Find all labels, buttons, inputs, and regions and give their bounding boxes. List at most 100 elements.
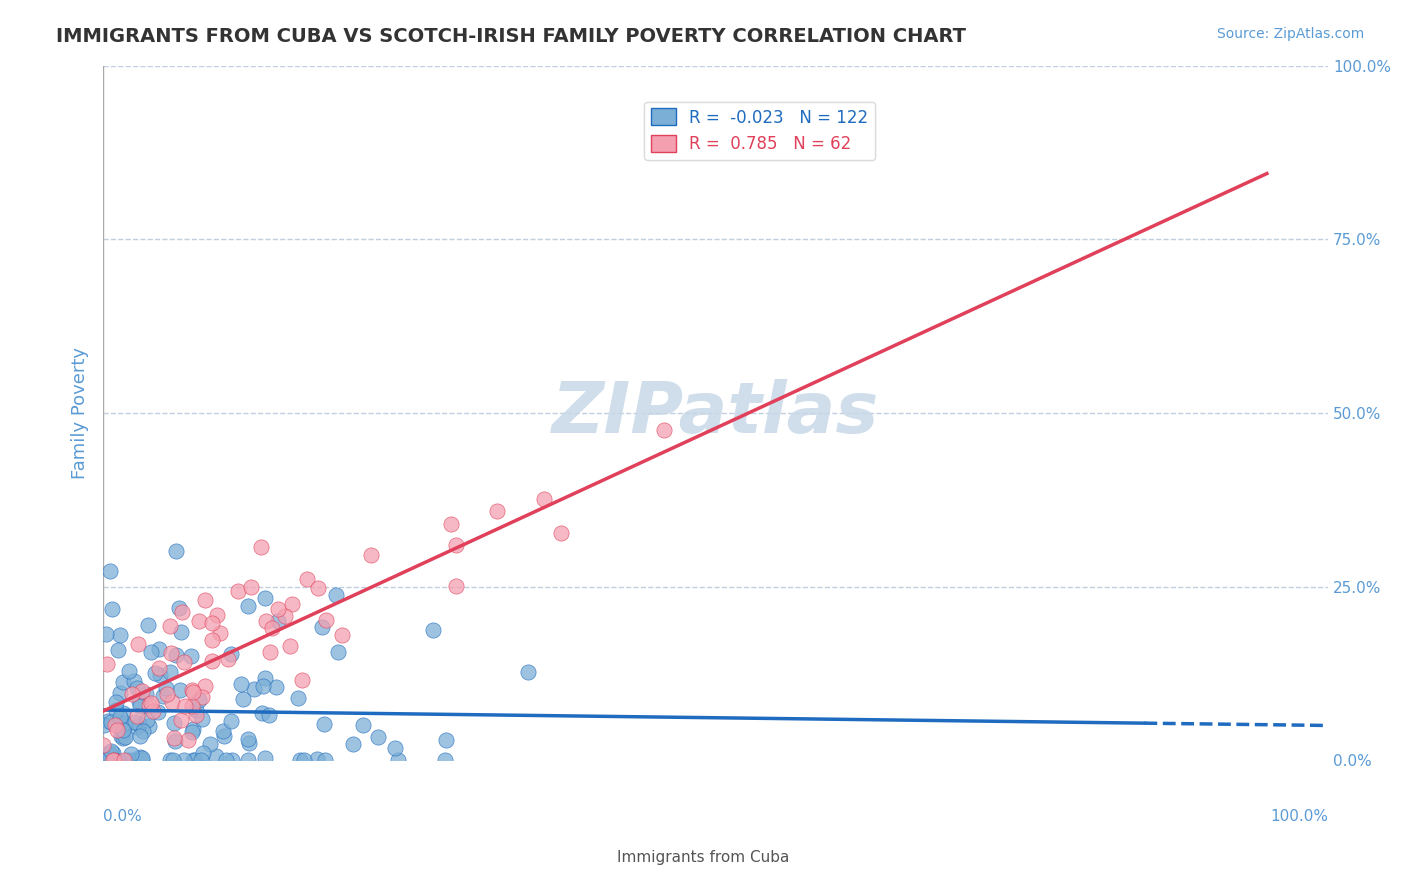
Point	[173, 698, 195, 713]
Point	[311, 620, 333, 634]
Point	[325, 588, 347, 602]
Point	[221, 753, 243, 767]
Point	[314, 753, 336, 767]
Point	[104, 718, 127, 732]
Point	[122, 674, 145, 689]
Point	[117, 665, 139, 679]
Point	[281, 597, 304, 611]
Point	[97, 753, 120, 767]
Point	[114, 716, 136, 731]
Point	[219, 647, 242, 661]
Point	[112, 723, 135, 737]
Point	[105, 723, 128, 737]
Point	[104, 753, 127, 767]
Point	[212, 730, 235, 744]
Point	[264, 680, 287, 694]
Point	[236, 732, 259, 747]
Point	[111, 675, 134, 690]
Point	[94, 753, 117, 767]
Point	[98, 564, 121, 578]
Point	[159, 619, 181, 633]
Point	[259, 645, 281, 659]
Point	[125, 720, 148, 734]
Point	[201, 633, 224, 648]
Point	[253, 591, 276, 606]
Point	[173, 655, 195, 669]
Point	[217, 652, 239, 666]
Point	[253, 671, 276, 685]
Point	[238, 736, 260, 750]
Point	[170, 605, 193, 619]
Point	[208, 625, 231, 640]
Point	[446, 579, 468, 593]
Point	[191, 746, 214, 760]
Point	[120, 747, 142, 761]
Point	[100, 753, 122, 767]
Point	[194, 593, 217, 607]
Point	[93, 718, 115, 732]
Point	[139, 697, 162, 711]
Point	[181, 723, 204, 737]
Point	[135, 688, 157, 702]
Point	[201, 616, 224, 631]
Point	[108, 628, 131, 642]
Point	[167, 600, 190, 615]
Point	[128, 750, 150, 764]
Point	[100, 715, 122, 730]
Point	[162, 731, 184, 745]
Point	[332, 628, 354, 642]
Point	[173, 753, 195, 767]
Point	[135, 713, 157, 727]
Point	[112, 731, 135, 745]
Point	[114, 718, 136, 732]
Point	[98, 746, 121, 760]
Text: Source: ZipAtlas.com: Source: ZipAtlas.com	[1216, 27, 1364, 41]
Point	[96, 753, 118, 767]
Point	[160, 646, 183, 660]
Point	[148, 642, 170, 657]
Point	[221, 714, 243, 729]
Point	[107, 643, 129, 657]
Point	[187, 693, 209, 707]
Point	[103, 753, 125, 767]
Point	[108, 686, 131, 700]
Point	[250, 706, 273, 720]
Point	[148, 661, 170, 675]
Point	[550, 525, 572, 540]
Point	[160, 695, 183, 709]
Point	[103, 746, 125, 760]
Point	[387, 753, 409, 767]
Point	[110, 710, 132, 724]
Point	[162, 753, 184, 767]
Point	[434, 753, 457, 767]
Point	[291, 673, 314, 687]
Point	[516, 665, 538, 679]
Point	[384, 740, 406, 755]
Point	[152, 689, 174, 703]
Point	[121, 687, 143, 701]
Point	[360, 548, 382, 562]
Point	[187, 614, 209, 628]
Point	[198, 737, 221, 751]
Point	[249, 541, 271, 555]
Point	[163, 715, 186, 730]
Point	[128, 694, 150, 708]
Point	[184, 703, 207, 717]
Point	[103, 753, 125, 767]
Point	[112, 753, 135, 767]
Point	[111, 706, 134, 720]
Point	[652, 423, 675, 437]
Point	[278, 639, 301, 653]
Point	[181, 753, 204, 767]
Point	[267, 615, 290, 629]
Point	[315, 613, 337, 627]
Point	[184, 707, 207, 722]
Point	[201, 654, 224, 668]
Point	[181, 725, 204, 739]
Point	[444, 538, 467, 552]
Point	[184, 753, 207, 767]
Point	[124, 714, 146, 729]
Point	[165, 648, 187, 663]
Point	[260, 621, 283, 635]
Point	[115, 753, 138, 767]
